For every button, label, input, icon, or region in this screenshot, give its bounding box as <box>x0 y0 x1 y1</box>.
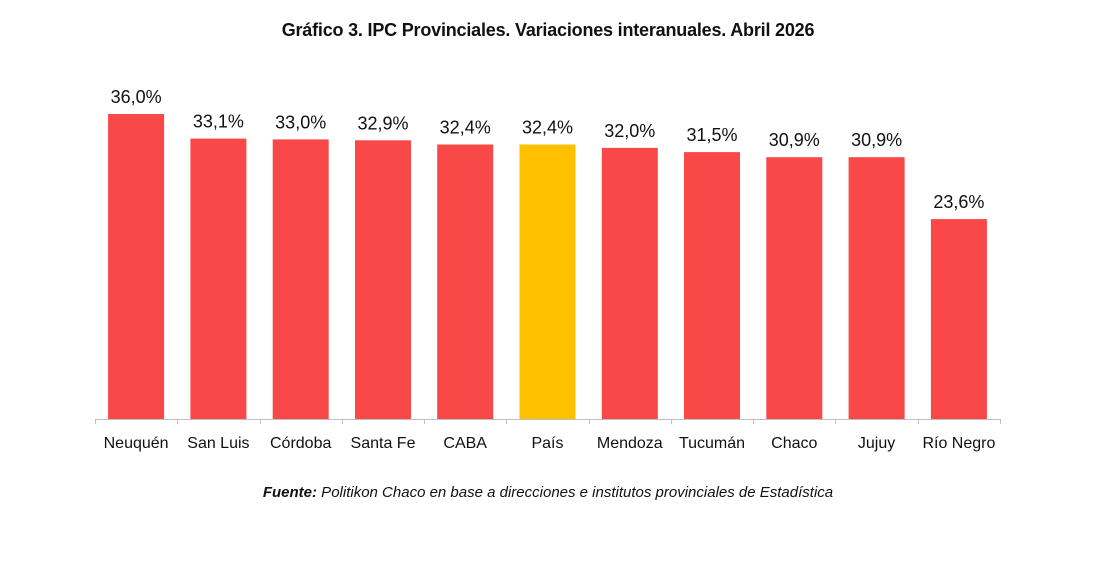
bar-0 <box>108 114 165 419</box>
bar-1 <box>190 138 247 419</box>
source-note: Fuente: Politikon Chaco en base a direcc… <box>0 484 1096 501</box>
axis-layer <box>95 419 1001 424</box>
data-label-4: 32,4% <box>440 118 491 138</box>
data-label-10: 23,6% <box>933 192 984 212</box>
data-labels-layer: 36,0% 33,1% 33,0% 32,9% 32,4% 32,4% 32,0% 31,5%… <box>111 87 985 212</box>
bar-4 <box>437 144 494 419</box>
category-label-3: Santa Fe <box>351 435 416 452</box>
bar-5 <box>519 144 576 419</box>
data-label-5: 32,4% <box>522 118 573 138</box>
category-label-10: Río Negro <box>922 435 995 452</box>
bar-2 <box>272 139 329 419</box>
category-label-6: Mendoza <box>597 435 663 452</box>
category-label-7: Tucumán <box>679 435 745 452</box>
category-label-1: San Luis <box>187 435 249 452</box>
source-text: Politikon Chaco en base a direcciones e … <box>317 484 834 501</box>
bar-10 <box>930 219 987 419</box>
data-label-2: 33,0% <box>275 112 326 132</box>
bar-9 <box>848 157 905 419</box>
bars-layer <box>108 114 987 420</box>
bar-3 <box>355 140 411 420</box>
category-label-0: Neuquén <box>104 435 169 452</box>
category-label-9: Jujuy <box>858 435 895 452</box>
category-label-8: Chaco <box>771 435 817 452</box>
bar-7 <box>684 152 740 419</box>
category-label-5: País <box>531 435 563 452</box>
chart-title: Gráfico 3. IPC Provinciales. Variaciones… <box>281 20 815 40</box>
category-label-2: Córdoba <box>270 435 331 452</box>
data-label-9: 30,9% <box>851 130 902 150</box>
data-label-6: 32,0% <box>604 121 655 141</box>
data-label-0: 36,0% <box>111 87 162 107</box>
source-label: Fuente: <box>262 484 318 501</box>
category-labels-layer: Neuquén San Luis Córdoba Santa Fe CABA País Me… <box>104 435 996 452</box>
data-label-8: 30,9% <box>769 130 820 150</box>
data-label-7: 31,5% <box>686 125 737 145</box>
data-label-1: 33,1% <box>193 112 244 132</box>
category-label-4: CABA <box>443 435 487 452</box>
bar-8 <box>766 157 823 419</box>
data-label-3: 32,9% <box>357 113 408 133</box>
bar-6 <box>601 147 658 419</box>
